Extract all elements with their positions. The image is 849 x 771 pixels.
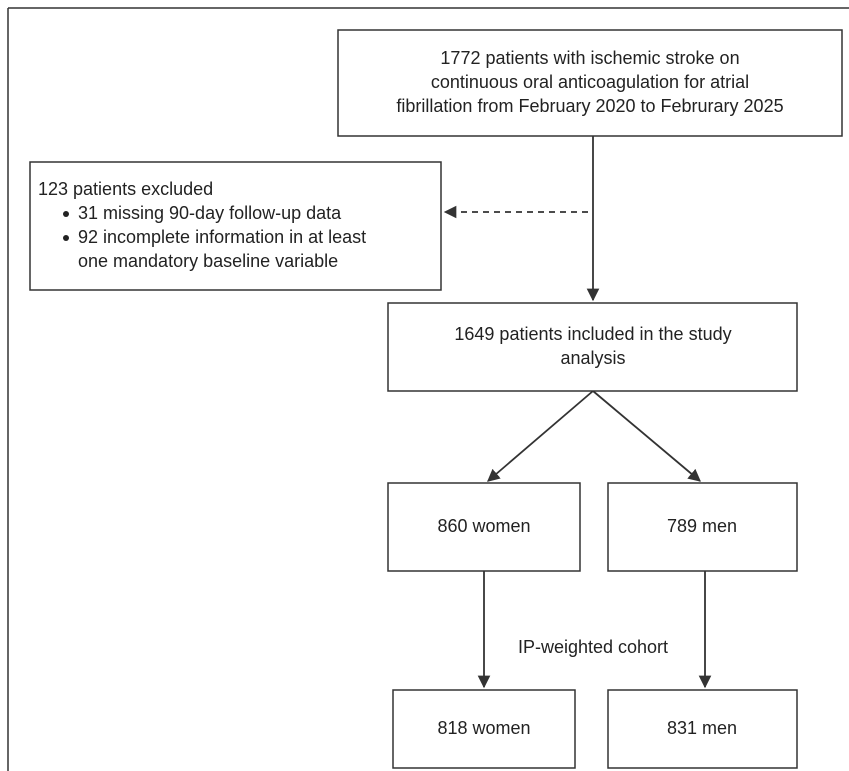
arrow [487, 390, 594, 482]
edge-label: IP-weighted cohort [518, 637, 668, 657]
label-bg [495, 634, 695, 662]
list-item: one mandatory baseline variable [78, 251, 338, 271]
arrow [592, 390, 701, 482]
box [392, 689, 576, 769]
bullet [63, 211, 69, 217]
box [29, 161, 442, 291]
box [387, 302, 798, 392]
box-text: 860 women [437, 516, 530, 536]
box-text: 1772 patients with ischemic stroke on [440, 48, 739, 68]
list-item: 31 missing 90-day follow-up data [78, 203, 342, 223]
box [387, 482, 581, 572]
box [607, 689, 798, 769]
box-text: 831 men [667, 718, 737, 738]
box [607, 482, 798, 572]
box-title: 123 patients excluded [38, 179, 213, 199]
box-text: fibrillation from February 2020 to Febru… [396, 96, 783, 116]
box-text: continuous oral anticoagulation for atri… [431, 72, 749, 92]
box-text: 789 men [667, 516, 737, 536]
box-text: 1649 patients included in the study [454, 324, 731, 344]
bullet [63, 235, 69, 241]
box-text: 818 women [437, 718, 530, 738]
box-text: analysis [560, 348, 625, 368]
list-item: 92 incomplete information in at least [78, 227, 366, 247]
box [337, 29, 843, 137]
